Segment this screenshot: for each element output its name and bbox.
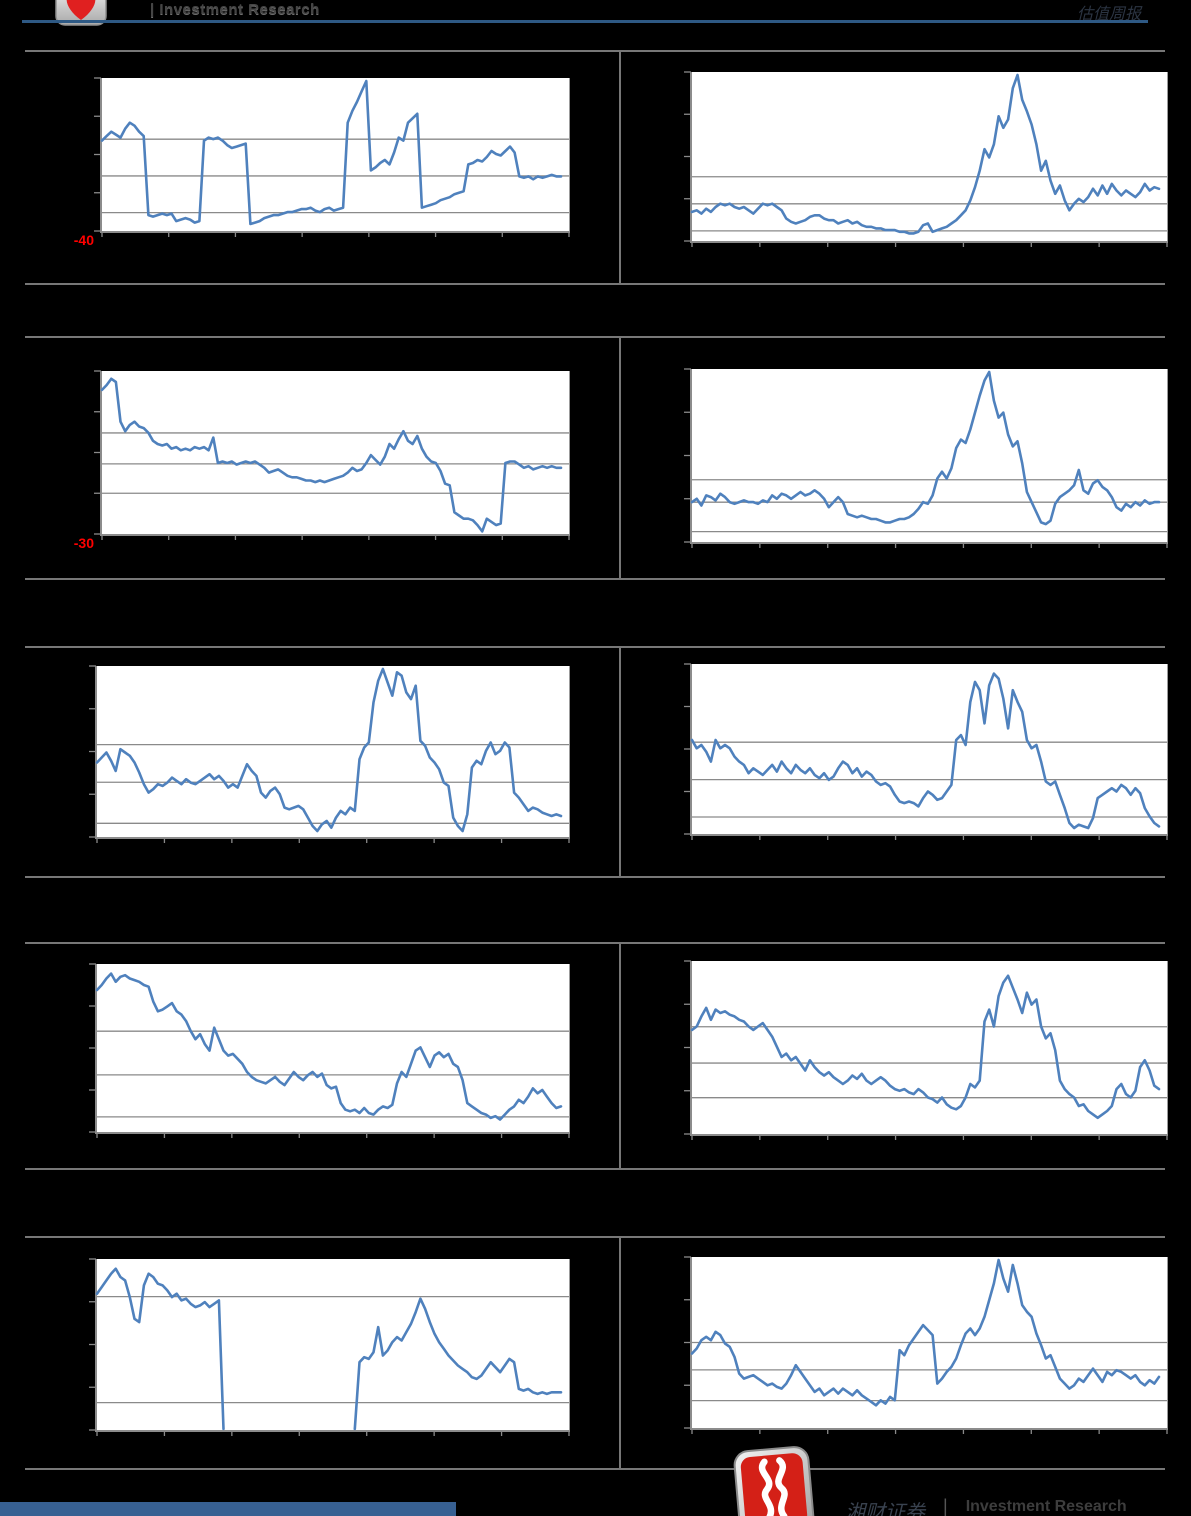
footer-brand-cn: 湘财证券 bbox=[845, 1502, 925, 1516]
line-chart bbox=[684, 368, 1168, 548]
divider-line bbox=[25, 336, 1165, 338]
divider-line bbox=[25, 942, 1165, 944]
divider-line bbox=[25, 1236, 1165, 1238]
column-divider bbox=[619, 1236, 621, 1468]
report-type-label: 估值周报 bbox=[1076, 6, 1141, 23]
column-divider bbox=[619, 336, 621, 578]
footer-accent-bar bbox=[0, 1502, 456, 1516]
footer-brand-logo-icon bbox=[731, 1444, 816, 1516]
line-chart: -30 bbox=[74, 370, 570, 551]
header-rule bbox=[22, 20, 1148, 23]
column-divider bbox=[619, 646, 621, 876]
column-divider bbox=[619, 942, 621, 1168]
footer-separator: | bbox=[943, 1496, 948, 1516]
brand-text: | Investment Research bbox=[150, 1, 320, 18]
column-divider bbox=[619, 50, 621, 283]
divider-line bbox=[25, 1468, 1165, 1470]
divider-line bbox=[25, 50, 1165, 52]
divider-line bbox=[25, 646, 1165, 648]
y-axis-min-label: -30 bbox=[73, 535, 94, 551]
line-chart bbox=[684, 960, 1168, 1140]
line-chart bbox=[684, 1256, 1168, 1434]
line-chart bbox=[89, 963, 570, 1138]
line-chart: -40 bbox=[74, 77, 570, 248]
line-chart bbox=[89, 1258, 570, 1436]
footer-brand-en: Investment Research bbox=[965, 1498, 1127, 1515]
divider-line bbox=[25, 1168, 1165, 1170]
divider-line bbox=[25, 578, 1165, 580]
line-chart bbox=[89, 665, 570, 843]
divider-line bbox=[25, 876, 1165, 878]
line-chart bbox=[684, 663, 1168, 840]
divider-line bbox=[25, 283, 1165, 285]
brand-logo-icon bbox=[55, 0, 107, 26]
y-axis-min-label: -40 bbox=[73, 232, 94, 248]
line-chart bbox=[684, 71, 1168, 247]
footer-brand-text: 湘财证券 | Investment Research bbox=[845, 1496, 1127, 1516]
